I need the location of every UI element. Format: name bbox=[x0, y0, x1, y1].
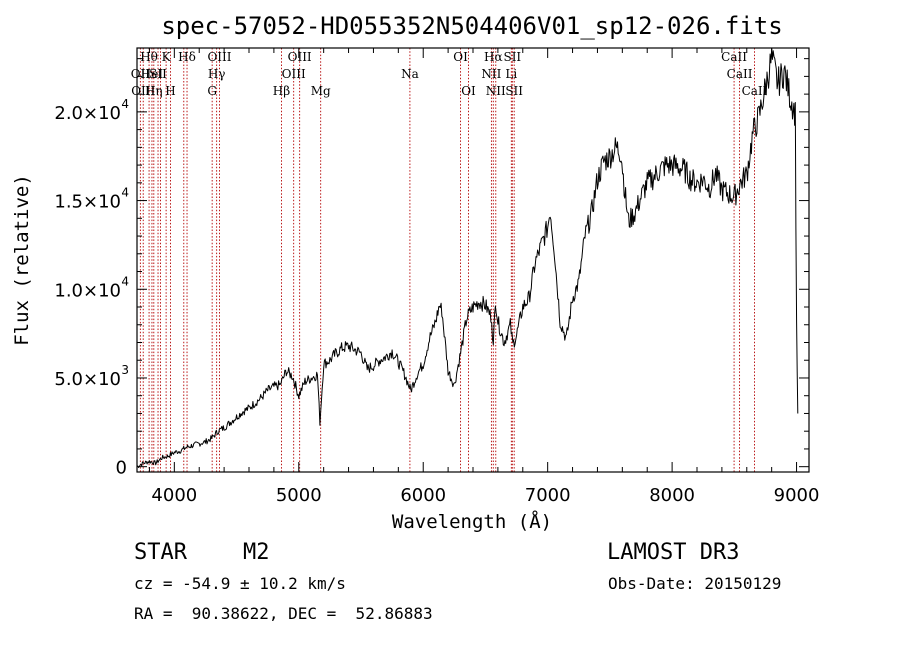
spectral-line-label: NII bbox=[486, 84, 506, 98]
y-tick-label: 0 bbox=[116, 458, 127, 479]
chart-title: spec-57052-HD055352N504406V01_sp12-026.f… bbox=[161, 12, 782, 40]
y-tick-exponent: 4 bbox=[121, 97, 129, 111]
spectral-line-label: CaII bbox=[742, 84, 768, 98]
redshift-text: cz = -54.9 ± 10.2 km/s bbox=[134, 574, 346, 593]
y-tick-label: 5.0×10 bbox=[54, 369, 121, 390]
spectral-line-label: CaII bbox=[721, 50, 747, 64]
spectral-line-label: SII bbox=[503, 50, 521, 64]
x-axis-ticks: 4000 5000 6000 7000 8000 9000 bbox=[148, 48, 820, 506]
plot-frame bbox=[136, 47, 810, 473]
object-subclass: M2 bbox=[243, 540, 270, 565]
spectral-line-label: Hθ bbox=[140, 50, 158, 64]
survey-name: LAMOST DR3 bbox=[607, 540, 740, 565]
spectral-line-label: G bbox=[207, 84, 217, 98]
spectral-line-label: Hβ bbox=[273, 84, 290, 98]
object-class: STAR bbox=[134, 540, 187, 565]
x-tick-label: 5000 bbox=[276, 485, 322, 506]
spectral-line-label: OI bbox=[453, 50, 468, 64]
coordinates-text: RA = 90.38622, DEC = 52.86883 bbox=[134, 604, 433, 623]
spectral-line-markers bbox=[139, 48, 755, 472]
x-tick-label: 8000 bbox=[649, 485, 695, 506]
spectral-line-label: NII bbox=[481, 67, 501, 81]
x-tick-label: 9000 bbox=[774, 485, 820, 506]
y-axis-label: Flux (relative) bbox=[11, 174, 33, 346]
obs-date: Obs-Date: 20150129 bbox=[608, 574, 782, 593]
spectral-line-label: Li bbox=[505, 67, 517, 81]
y-tick-exponent: 4 bbox=[121, 186, 129, 200]
y-tick-label: 1.0×10 bbox=[54, 280, 121, 301]
spectral-line-label: OIII bbox=[207, 50, 231, 64]
x-tick-label: 4000 bbox=[151, 485, 197, 506]
x-tick-label: 7000 bbox=[525, 485, 571, 506]
spectral-line-label: SII bbox=[505, 84, 523, 98]
spectral-line-label: Hα bbox=[484, 50, 503, 64]
spectral-line-label: K bbox=[162, 50, 172, 64]
spectral-line-label: Na bbox=[401, 67, 419, 81]
y-tick-exponent: 3 bbox=[121, 363, 129, 377]
spectral-line-label: HeI bbox=[141, 67, 164, 81]
spectral-line-label: CaII bbox=[727, 67, 753, 81]
spectral-line-label: OIII bbox=[282, 67, 306, 81]
spectral-line-label: Mg bbox=[311, 84, 331, 98]
spectral-line-label: Hγ bbox=[208, 67, 226, 81]
y-tick-label: 1.5×10 bbox=[54, 192, 121, 213]
spectrum-series bbox=[136, 47, 799, 468]
spectrum-line bbox=[136, 47, 799, 468]
spectral-line-label: Hη bbox=[145, 84, 163, 98]
spectral-line-label: H bbox=[165, 84, 175, 98]
spectral-line-label: Hδ bbox=[178, 50, 196, 64]
x-tick-label: 6000 bbox=[400, 485, 446, 506]
spectral-line-label: SII bbox=[149, 67, 167, 81]
x-axis-label: Wavelength (Å) bbox=[392, 510, 552, 533]
spectral-line-label: OII bbox=[131, 67, 151, 81]
y-tick-exponent: 4 bbox=[121, 274, 129, 288]
spectral-line-label: OIII bbox=[288, 50, 312, 64]
spectral-line-label: OI bbox=[461, 84, 476, 98]
spectral-line-labels: OIIOIIIHθHeIHηSIIKHHδGHγOIIIHβOIIIOIIIMg… bbox=[131, 50, 768, 98]
y-tick-label: 2.0×10 bbox=[54, 103, 121, 124]
